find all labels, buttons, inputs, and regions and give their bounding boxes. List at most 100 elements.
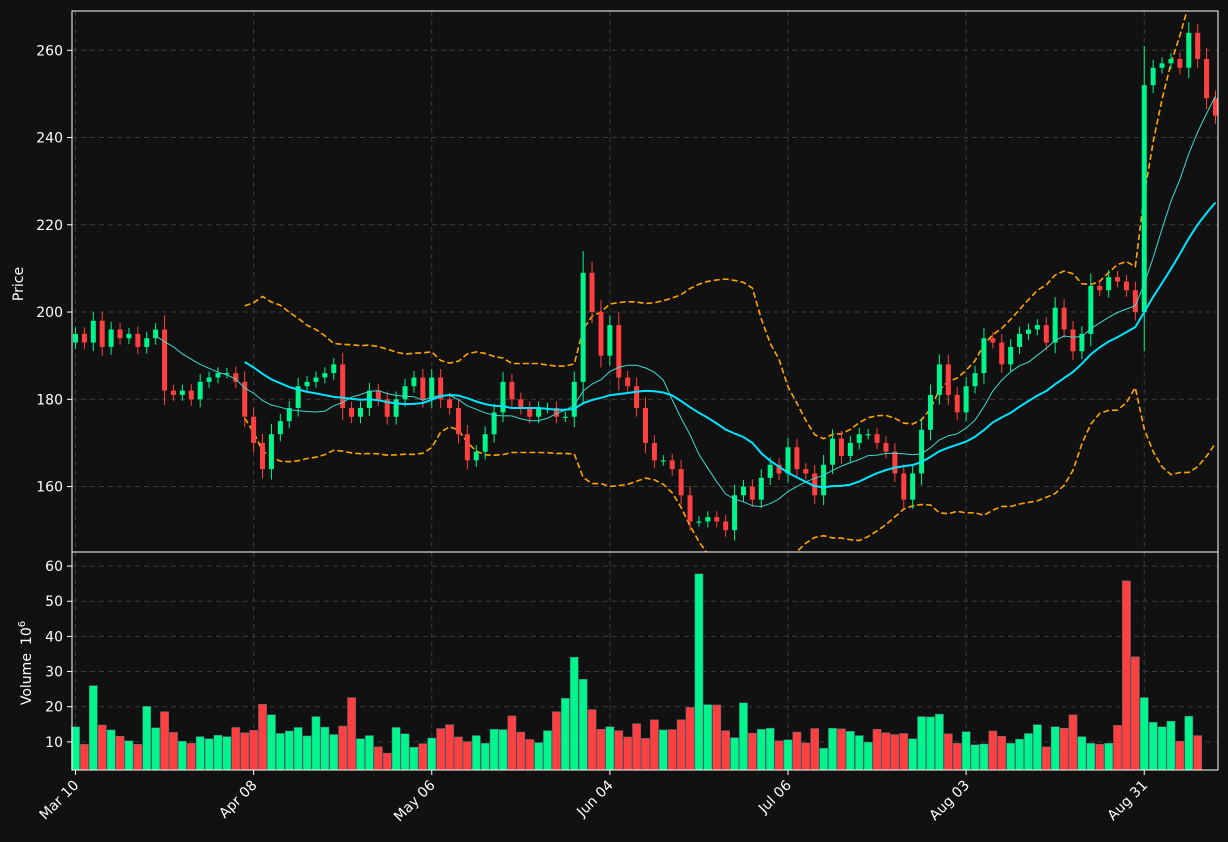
volume-bar bbox=[356, 738, 365, 771]
candle-body bbox=[732, 495, 738, 531]
volume-bar bbox=[685, 707, 695, 771]
volume-bar bbox=[1033, 724, 1042, 771]
candle-body bbox=[1008, 346, 1014, 365]
candle-body bbox=[197, 381, 203, 400]
volume-bar bbox=[124, 740, 134, 771]
volume-bar bbox=[169, 732, 178, 771]
candle-body bbox=[1141, 85, 1147, 313]
volume-bar bbox=[730, 737, 739, 771]
volume-bar bbox=[1157, 726, 1167, 771]
volume-bar bbox=[1095, 744, 1105, 771]
volume-bar bbox=[961, 731, 971, 771]
volume-bar bbox=[178, 740, 187, 771]
candle-down bbox=[1204, 47, 1210, 110]
candle-body bbox=[349, 408, 355, 417]
volume-bar bbox=[970, 744, 980, 771]
candle-body bbox=[331, 364, 337, 374]
candle-body bbox=[402, 386, 408, 400]
candle-up bbox=[981, 327, 987, 384]
volume-bar bbox=[302, 735, 312, 771]
candle-body bbox=[847, 442, 853, 457]
candle-up bbox=[206, 371, 212, 388]
volume-tick-label: 10 bbox=[45, 735, 63, 751]
volume-bar bbox=[454, 736, 463, 771]
candle-body bbox=[251, 416, 257, 443]
candle-up bbox=[696, 516, 702, 527]
candle-body bbox=[1088, 285, 1094, 334]
candle-body bbox=[1132, 290, 1138, 313]
volume-bar bbox=[1024, 733, 1033, 771]
moving-averages bbox=[155, 95, 1217, 508]
candle-body bbox=[215, 373, 221, 378]
candle-down bbox=[901, 464, 907, 509]
candle-body bbox=[117, 329, 123, 339]
candle-body bbox=[856, 434, 862, 443]
price-axis-label: Price bbox=[11, 267, 27, 301]
candle-down bbox=[723, 514, 729, 537]
volume-tick-label: 20 bbox=[45, 700, 63, 716]
candle-down bbox=[1070, 320, 1076, 360]
candle-up bbox=[571, 371, 577, 428]
volume-bar bbox=[480, 743, 490, 771]
candle-body bbox=[295, 386, 301, 409]
candle-down bbox=[1177, 52, 1183, 75]
candle-up bbox=[562, 411, 568, 422]
candle-body bbox=[375, 390, 381, 400]
volume-bar bbox=[311, 716, 321, 771]
candle-up bbox=[936, 354, 942, 405]
volume-bar bbox=[427, 737, 437, 771]
candle-body bbox=[1204, 58, 1210, 99]
candle-up bbox=[402, 379, 408, 407]
candle-down bbox=[803, 463, 809, 480]
candle-body bbox=[1123, 281, 1129, 291]
candle-up bbox=[580, 251, 586, 404]
candle-down bbox=[117, 322, 123, 345]
volume-bar bbox=[391, 727, 401, 771]
candle-up bbox=[126, 327, 132, 345]
candle-body bbox=[1195, 32, 1201, 59]
volume-bar bbox=[641, 738, 650, 771]
volume-bar bbox=[1193, 735, 1203, 771]
candle-body bbox=[776, 464, 782, 474]
candle-up bbox=[1150, 59, 1156, 94]
volume-bar bbox=[658, 729, 668, 771]
volume-bar bbox=[436, 728, 446, 771]
candle-down bbox=[651, 435, 657, 469]
candle-body bbox=[562, 416, 568, 418]
volume-bar bbox=[80, 744, 89, 771]
candle-up bbox=[286, 400, 292, 429]
volume-bar bbox=[88, 685, 98, 771]
candle-body bbox=[687, 495, 693, 522]
candle-up bbox=[90, 312, 96, 352]
volume-bar bbox=[418, 743, 428, 771]
candle-body bbox=[1150, 67, 1156, 86]
volume-bar bbox=[721, 730, 731, 771]
volume-bar bbox=[142, 706, 152, 771]
candle-down bbox=[616, 312, 622, 391]
candle-up bbox=[277, 413, 283, 442]
volume-bar bbox=[471, 735, 481, 771]
volume-bar bbox=[908, 738, 918, 771]
candle-body bbox=[153, 329, 159, 339]
candle-body bbox=[999, 342, 1005, 365]
volume-bar bbox=[1139, 697, 1149, 771]
volume-bar bbox=[240, 732, 250, 771]
candle-body bbox=[1079, 333, 1085, 352]
candle-body bbox=[322, 373, 328, 378]
candle-body bbox=[536, 408, 542, 417]
candle-body bbox=[981, 338, 987, 374]
volume-bar bbox=[365, 735, 374, 771]
candle-body bbox=[393, 399, 399, 417]
volume-bar bbox=[347, 697, 356, 771]
volume-bar bbox=[409, 746, 419, 771]
price-tick-label: 180 bbox=[36, 392, 63, 408]
candle-up bbox=[304, 375, 310, 393]
volume-bar bbox=[703, 704, 713, 771]
candle-body bbox=[206, 377, 212, 382]
volume-bar bbox=[249, 730, 258, 771]
candle-up bbox=[767, 457, 773, 486]
candle-up bbox=[197, 373, 203, 408]
candle-up bbox=[607, 315, 613, 366]
candle-up bbox=[313, 371, 319, 388]
volume-bar bbox=[578, 679, 588, 771]
